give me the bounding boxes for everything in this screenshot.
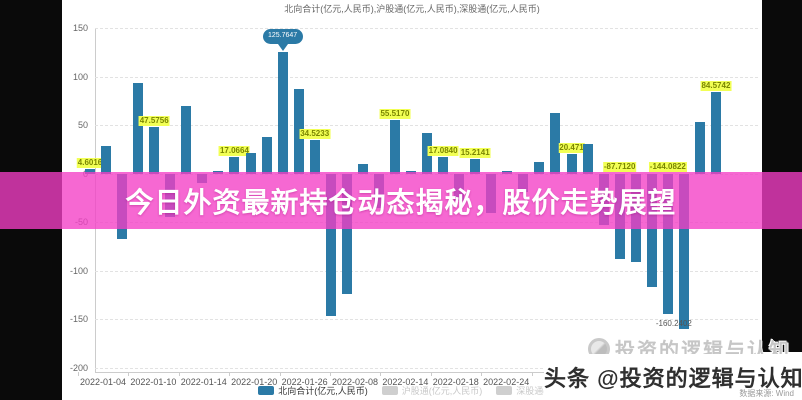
bar[interactable] [662,173,673,314]
bar[interactable] [422,132,433,174]
bar-value-label: 17.0840 [427,146,459,157]
bar[interactable] [470,158,481,174]
bar-value-label: -87.7120 [602,161,637,172]
x-tick [430,372,432,376]
x-tick [128,372,130,376]
legend-swatch-icon [496,386,513,395]
y-tick-label: 50 [77,120,88,131]
x-tick [178,372,180,376]
bar-value-label: 20.471 [558,142,585,153]
headline-banner: 今日外资最新持仓动态揭秘，股价走势展望 [0,172,802,229]
bar[interactable] [101,146,112,174]
max-point-marker: 125.7647 [262,28,303,51]
x-axis-line [95,372,760,373]
bar[interactable] [149,127,160,174]
x-tick [279,372,281,376]
bar-value-label: 47.5756 [138,116,170,127]
bar[interactable] [357,163,368,174]
bar-value-label: 15.2141 [459,147,491,158]
bar[interactable] [341,173,352,295]
gridline [95,270,758,272]
bar[interactable] [534,161,545,174]
x-tick-label: 2022-01-10 [130,377,177,387]
bar[interactable] [181,105,192,174]
x-tick-label: 2022-02-08 [331,377,379,387]
bar[interactable] [325,173,336,316]
bar[interactable] [293,88,304,174]
bar[interactable] [309,140,320,174]
y-tick-label: -100 [69,265,88,276]
gridline [95,28,758,29]
gridline [95,319,758,321]
data-source-note: 数据来源: Wind [739,389,794,398]
bar[interactable] [261,136,272,174]
x-tick [531,372,533,376]
x-tick-label: 2022-01-04 [79,377,127,387]
bar[interactable] [277,51,288,174]
bar[interactable] [582,144,593,174]
bar[interactable] [245,152,256,174]
gridline [95,125,758,127]
legend-label: 沪股通(亿元,人民币) [401,386,483,396]
x-tick-label: 2022-01-26 [281,377,328,387]
bar[interactable] [710,91,721,174]
min-value-label: -160.2402 [655,319,692,329]
bar[interactable] [550,112,561,174]
bar-value-label: 84.5742 [700,80,732,91]
y-tick-label: 150 [72,23,88,33]
bar[interactable] [438,157,449,174]
gridline [95,368,758,369]
legend-item-shanghai-connect[interactable]: 沪股通(亿元,人民币) [381,384,483,397]
x-tick [380,372,382,376]
bar-value-label: 17.0664 [218,146,250,157]
bar-value-label: 4.6016 [76,158,104,169]
legend-swatch-icon [381,386,398,395]
bar[interactable] [85,169,95,174]
x-tick-label: 2022-02-24 [483,377,530,387]
handle-watermark-text: 头条 @投资的逻辑与认知 [544,366,802,391]
bar[interactable] [678,173,689,330]
bar[interactable] [133,82,144,174]
headline-title: 今日外资最新持仓动态揭秘，股价走势展望 [125,186,677,218]
bar[interactable] [646,173,657,287]
bar[interactable] [566,153,577,174]
x-tick [229,372,231,376]
bar-value-label: 55.5170 [379,108,411,119]
bar[interactable] [389,119,400,174]
bar-value-label: -144.0822 [648,161,687,172]
chart-title: 北向合计(亿元,人民币),沪股通(亿元,人民币),深股通(亿元,人民币) [284,4,540,14]
bar-value-label: 34.5233 [299,129,331,140]
legend-label: 北向合计(亿元,人民币) [278,386,368,396]
x-tick-label: 2022-02-14 [382,377,429,387]
bar[interactable] [694,122,705,174]
legend-item-northbound-total[interactable]: 北向合计(亿元,人民币) [258,384,368,397]
legend-swatch-icon [258,386,275,395]
handle-watermark-band: 头条 @投资的逻辑与认知 [544,354,802,400]
y-tick-label: -200 [69,363,88,373]
x-tick-label: 2022-02-18 [432,377,479,387]
x-tick [330,372,331,376]
bar[interactable] [229,157,240,174]
x-tick [78,372,79,376]
gridline [95,76,758,78]
y-tick-label: -150 [69,314,88,325]
x-tick-label: 2022-01-20 [231,377,278,387]
x-tick [481,372,483,376]
x-tick-label: 2022-01-14 [180,377,227,387]
y-tick-label: 100 [72,71,88,82]
